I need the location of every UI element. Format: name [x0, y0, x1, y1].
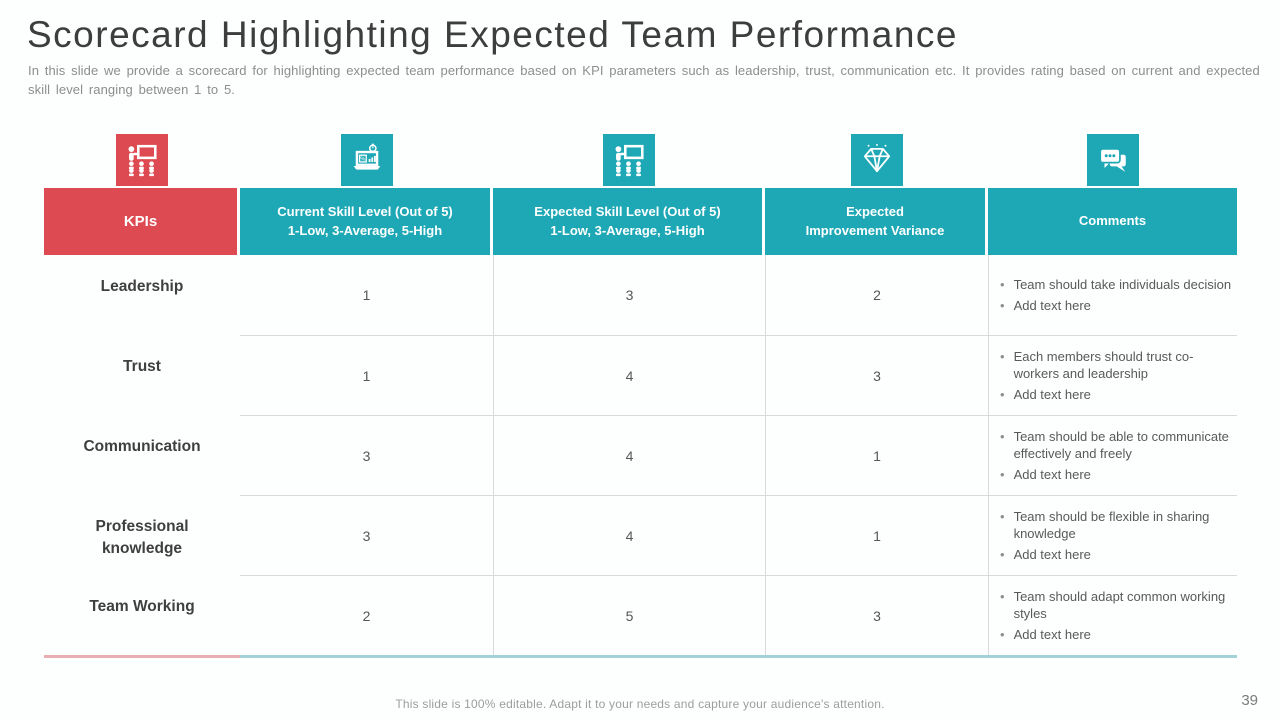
presenter-board-icon — [116, 134, 168, 186]
icon-cell — [44, 134, 240, 188]
table-row: Team Working 2 5 3 • Team should adapt co… — [44, 575, 1237, 655]
comment-text: Team should take individuals decision — [1013, 276, 1232, 292]
comments-cell: • Team should take individuals decision •… — [988, 255, 1237, 335]
comment-text: Add text here — [1013, 546, 1091, 562]
header-label: Expected — [846, 204, 904, 220]
comment-item: • Add text here — [1000, 626, 1233, 644]
comment-text: Team should be able to communicate effec… — [1013, 428, 1229, 462]
comment-item: • Team should be able to communicate effe… — [1000, 428, 1233, 463]
table-header: KPIs Current Skill Level (Out of 5) 1-Lo… — [44, 188, 1237, 255]
comments-cell: • Team should adapt common working styles… — [988, 575, 1237, 655]
bullet-icon: • — [1000, 386, 1005, 402]
icon-cell — [493, 134, 765, 188]
kpi-label: Communication — [83, 438, 201, 455]
kpi-label: Professional knowledge — [95, 518, 189, 558]
comment-text: Each members should trust co-workers and… — [1013, 348, 1194, 382]
current-skill-value: 1 — [240, 335, 493, 415]
comments-cell: • Team should be able to communicate effe… — [988, 415, 1237, 495]
header-current-skill: Current Skill Level (Out of 5) 1-Low, 3-… — [240, 188, 493, 255]
kpi-label: Trust — [123, 358, 161, 375]
bullet-icon: • — [1000, 297, 1005, 313]
variance-value: 3 — [765, 575, 988, 655]
header-comments: Comments — [988, 188, 1237, 255]
comment-item: • Team should take individuals decision — [1000, 276, 1233, 294]
expected-skill-value: 4 — [493, 415, 765, 495]
page-number: 39 — [1241, 692, 1258, 709]
header-label: Expected Skill Level (Out of 5) — [534, 204, 721, 220]
expected-skill-value: 4 — [493, 335, 765, 415]
variance-value: 1 — [765, 495, 988, 575]
underline-pink — [44, 655, 240, 658]
comments-cell: • Team should be flexible in sharing know… — [988, 495, 1237, 575]
header-label: KPIs — [123, 213, 158, 230]
variance-value: 2 — [765, 255, 988, 335]
bullet-icon: • — [1000, 626, 1005, 642]
current-skill-value: 2 — [240, 575, 493, 655]
header-sublabel: 1-Low, 3-Average, 5-High — [550, 222, 705, 238]
comment-item: • Team should be flexible in sharing know… — [1000, 508, 1233, 543]
slide-description: In this slide we provide a scorecard for… — [28, 63, 1260, 97]
icon-cell: % — [240, 134, 493, 188]
header-kpis: KPIs — [44, 188, 240, 255]
expected-skill-value: 4 — [493, 495, 765, 575]
bullet-icon: • — [1000, 276, 1005, 292]
icon-cell — [765, 134, 988, 188]
bullet-icon: • — [1000, 546, 1005, 562]
scorecard-table: % — [44, 134, 1237, 658]
header-sublabel: 1-Low, 3-Average, 5-High — [287, 222, 443, 238]
header-sublabel: Improvement Variance — [805, 222, 945, 238]
diamond-icon — [850, 134, 903, 186]
footer-note: This slide is 100% editable. Adapt it to… — [395, 697, 885, 711]
comment-item: • Add text here — [1000, 297, 1233, 315]
comment-text: Add text here — [1013, 626, 1091, 642]
comments-cell: • Each members should trust co-workers an… — [988, 335, 1237, 415]
header-expected-skill: Expected Skill Level (Out of 5) 1-Low, 3… — [493, 188, 765, 255]
comment-item: • Team should adapt common working styles — [1000, 588, 1233, 623]
kpi-label: Leadership — [100, 278, 184, 295]
header-label: Comments — [1078, 213, 1147, 229]
icon-cell — [988, 134, 1237, 188]
bullet-icon: • — [1000, 348, 1005, 364]
comment-item: • Add text here — [1000, 546, 1233, 564]
bullet-icon: • — [1000, 508, 1005, 524]
expected-skill-value: 3 — [493, 255, 765, 335]
presenter-board-icon — [603, 134, 655, 186]
comment-item: • Add text here — [1000, 466, 1233, 484]
svg-text:%: % — [360, 157, 365, 163]
expected-skill-value: 5 — [493, 575, 765, 655]
bullet-icon: • — [1000, 428, 1005, 444]
table-row: Professional knowledge 3 4 1 • Team shoul… — [44, 495, 1237, 575]
page-title: Scorecard Highlighting Expected Team Per… — [27, 14, 958, 55]
comment-text: Add text here — [1013, 386, 1091, 402]
table-row: Communication 3 4 1 • Team should be able… — [44, 415, 1237, 495]
kpi-label: Team Working — [89, 598, 195, 615]
variance-value: 3 — [765, 335, 988, 415]
comment-item: • Add text here — [1000, 386, 1233, 404]
bullet-icon: • — [1000, 466, 1005, 482]
variance-value: 1 — [765, 415, 988, 495]
table-bottom-border — [44, 655, 1237, 658]
current-skill-value: 1 — [362, 287, 371, 303]
table-row: Leadership 1 3 2 • Team should take indiv… — [44, 255, 1237, 335]
comment-text: Add text here — [1013, 466, 1091, 482]
laptop-analytics-icon: % — [340, 134, 393, 186]
comment-item: • Each members should trust co-workers an… — [1000, 348, 1233, 383]
icons-row: % — [44, 134, 1237, 188]
bullet-icon: • — [1000, 588, 1005, 604]
comment-text: Team should adapt common working styles — [1013, 588, 1226, 622]
current-skill-value: 3 — [240, 495, 493, 575]
comment-text: Add text here — [1013, 297, 1091, 313]
table-row: Trust 1 4 3 • Each members should trust c… — [44, 335, 1237, 415]
comment-text: Team should be flexible in sharing knowl… — [1013, 508, 1210, 542]
header-label: Current Skill Level (Out of 5) — [277, 204, 453, 220]
underline-teal — [240, 655, 1237, 658]
current-skill-value: 3 — [240, 415, 493, 495]
header-improvement-variance: Expected Improvement Variance — [765, 188, 988, 255]
chat-bubbles-icon — [1086, 134, 1139, 186]
